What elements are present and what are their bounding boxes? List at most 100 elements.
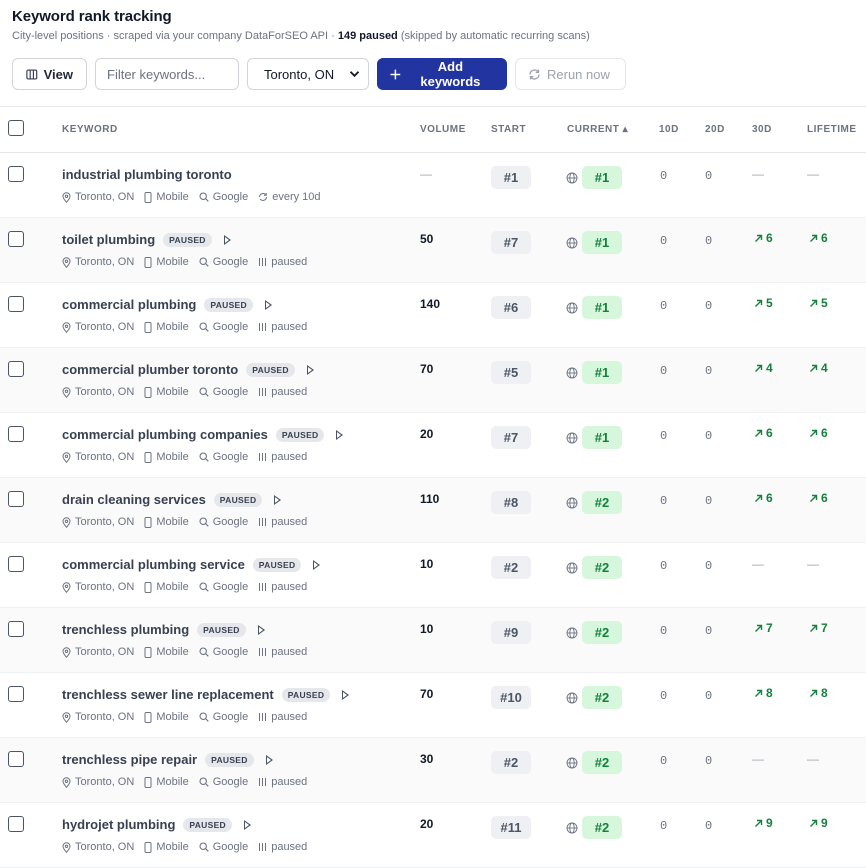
table-row[interactable]: trenchless pipe repair PAUSED Toronto, O… <box>0 738 866 803</box>
play-icon[interactable] <box>306 364 314 375</box>
globe-icon[interactable] <box>566 302 578 314</box>
engine-meta: Google <box>199 386 248 398</box>
row-checkbox[interactable] <box>8 556 24 572</box>
row-checkbox[interactable] <box>8 621 24 637</box>
change-30d-value: 6 <box>766 491 773 505</box>
location-text: Toronto, ON <box>75 386 135 398</box>
keyword-text[interactable]: commercial plumbing <box>62 297 197 312</box>
keyword-text[interactable]: drain cleaning services <box>62 492 206 507</box>
globe-icon[interactable] <box>566 497 578 509</box>
column-keyword[interactable]: KEYWORD <box>62 124 118 135</box>
keyword-text[interactable]: industrial plumbing toronto <box>62 167 232 182</box>
device-text: Mobile <box>156 581 189 593</box>
play-icon[interactable] <box>223 234 231 245</box>
location-meta: Toronto, ON <box>62 516 134 528</box>
select-all-checkbox[interactable] <box>8 120 24 136</box>
device-text: Mobile <box>156 191 189 203</box>
row-checkbox[interactable] <box>8 166 24 182</box>
play-icon[interactable] <box>342 689 350 700</box>
column-current[interactable]: CURRENT ▴ <box>567 124 629 135</box>
column-lifetime[interactable]: LIFETIME <box>807 124 857 135</box>
play-icon[interactable] <box>243 819 251 830</box>
change-20d: 0 <box>705 624 713 638</box>
filter-keywords-input[interactable] <box>95 58 239 90</box>
play-icon[interactable] <box>313 559 321 570</box>
rerun-now-button[interactable]: Rerun now <box>515 58 626 90</box>
row-checkbox[interactable] <box>8 426 24 442</box>
keyword-text[interactable]: commercial plumbing companies <box>62 427 268 442</box>
trend-up-icon <box>810 299 818 307</box>
table-row[interactable]: trenchless sewer line replacement PAUSED… <box>0 673 866 738</box>
keyword-text[interactable]: trenchless pipe repair <box>62 752 198 767</box>
keyword-text[interactable]: commercial plumbing service <box>62 557 245 572</box>
change-10d: 0 <box>660 819 668 833</box>
keyword-cell: commercial plumber toronto PAUSED <box>62 362 314 377</box>
change-30d: 4 <box>754 361 773 375</box>
column-volume[interactable]: VOLUME <box>420 124 466 135</box>
change-20d: 0 <box>705 689 713 703</box>
globe-icon[interactable] <box>566 432 578 444</box>
volume-value: 10 <box>420 622 434 636</box>
table-row[interactable]: hydrojet plumbing PAUSED Toronto, ON Mob… <box>0 803 866 868</box>
keyword-text[interactable]: trenchless plumbing <box>62 622 190 637</box>
device-text: Mobile <box>156 776 189 788</box>
play-icon[interactable] <box>257 624 265 635</box>
location-select[interactable]: Toronto, ON <box>247 58 369 90</box>
change-30d: 8 <box>754 686 773 700</box>
table-row[interactable]: commercial plumbing companies PAUSED Tor… <box>0 413 866 478</box>
engine-text: Google <box>212 841 249 853</box>
keyword-text[interactable]: trenchless sewer line replacement <box>62 687 274 702</box>
row-checkbox[interactable] <box>8 296 24 312</box>
trend-up-icon <box>755 819 763 827</box>
globe-icon[interactable] <box>566 172 578 184</box>
start-rank-badge: #7 <box>491 426 531 449</box>
change-lifetime: 5 <box>809 296 828 310</box>
column-10d[interactable]: 10D <box>659 124 679 135</box>
table-row[interactable]: commercial plumbing service PAUSED Toron… <box>0 543 866 608</box>
column-start[interactable]: START <box>491 124 527 135</box>
globe-icon[interactable] <box>566 562 578 574</box>
globe-icon[interactable] <box>566 367 578 379</box>
engine-meta: Google <box>199 776 248 788</box>
globe-icon[interactable] <box>566 757 578 769</box>
table-row[interactable]: commercial plumber toronto PAUSED Toront… <box>0 348 866 413</box>
table-row[interactable]: trenchless plumbing PAUSED Toronto, ON M… <box>0 608 866 673</box>
keyword-text[interactable]: commercial plumber toronto <box>62 362 239 377</box>
keyword-text[interactable]: toilet plumbing <box>62 232 156 247</box>
row-checkbox[interactable] <box>8 686 24 702</box>
current-rank-badge: #2 <box>582 751 622 774</box>
globe-icon[interactable] <box>566 627 578 639</box>
current-rank-badge: #2 <box>582 491 622 514</box>
table-row[interactable]: industrial plumbing toronto Toronto, ON … <box>0 153 866 218</box>
row-checkbox[interactable] <box>8 816 24 832</box>
device-meta: Mobile <box>144 841 189 853</box>
view-button[interactable]: View <box>12 58 87 90</box>
globe-icon[interactable] <box>566 692 578 704</box>
table-row[interactable]: commercial plumbing PAUSED Toronto, ON M… <box>0 283 866 348</box>
keyword-cell: trenchless sewer line replacement PAUSED <box>62 687 350 702</box>
table-row[interactable]: drain cleaning services PAUSED Toronto, … <box>0 478 866 543</box>
globe-icon[interactable] <box>566 822 578 834</box>
trend-up-icon <box>810 364 818 372</box>
add-keywords-button[interactable]: Add keywords <box>377 58 507 90</box>
paused-badge: PAUSED <box>252 557 302 572</box>
keyword-text[interactable]: hydrojet plumbing <box>62 817 176 832</box>
column-20d[interactable]: 20D <box>705 124 725 135</box>
volume-value: — <box>420 167 432 181</box>
column-30d[interactable]: 30D <box>752 124 772 135</box>
row-checkbox[interactable] <box>8 361 24 377</box>
play-icon[interactable] <box>274 494 282 505</box>
play-icon[interactable] <box>336 429 344 440</box>
table-row[interactable]: toilet plumbing PAUSED Toronto, ON Mobil… <box>0 218 866 283</box>
row-checkbox[interactable] <box>8 751 24 767</box>
row-checkbox[interactable] <box>8 491 24 507</box>
row-checkbox[interactable] <box>8 231 24 247</box>
change-10d: 0 <box>660 624 668 638</box>
device-meta: Mobile <box>144 191 189 203</box>
globe-icon[interactable] <box>566 237 578 249</box>
device-meta: Mobile <box>144 776 189 788</box>
engine-meta: Google <box>199 516 248 528</box>
play-icon[interactable] <box>265 754 273 765</box>
location-meta: Toronto, ON <box>62 711 134 723</box>
play-icon[interactable] <box>264 299 272 310</box>
